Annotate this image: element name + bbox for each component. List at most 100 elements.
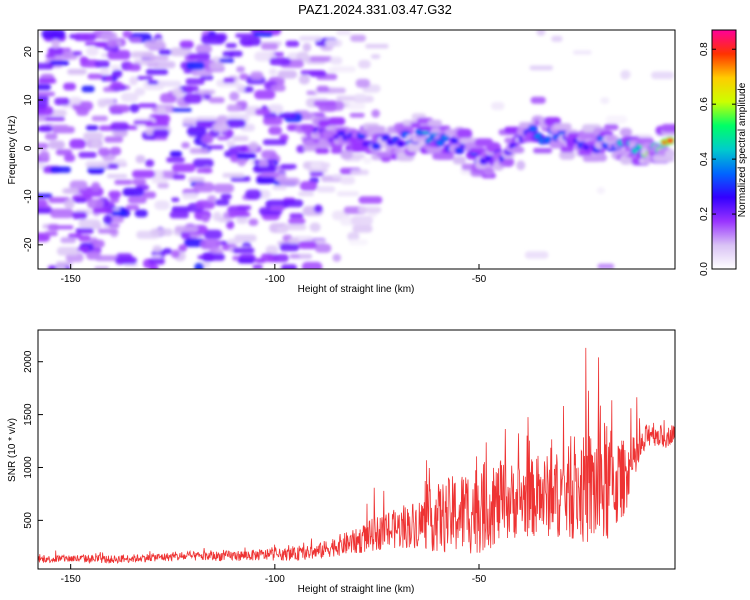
spectrogram-cell bbox=[551, 35, 563, 42]
spectrogram-cell bbox=[533, 148, 553, 154]
spectrogram-cell bbox=[43, 116, 65, 121]
spectrogram-cell bbox=[289, 213, 304, 219]
spectrogram-cell bbox=[200, 75, 214, 81]
spectrogram-cell bbox=[90, 140, 101, 149]
spectrogram-cell bbox=[128, 63, 141, 72]
spectrogram-cell bbox=[169, 211, 189, 219]
colorbar-frame bbox=[711, 29, 737, 270]
spectrogram-cell bbox=[94, 266, 109, 269]
spectrogram-cell bbox=[326, 87, 346, 94]
spectrogram-cell bbox=[358, 59, 371, 69]
spectrogram-cell bbox=[600, 97, 610, 104]
spectrogram-cell bbox=[170, 47, 192, 57]
spectrogram-cell bbox=[91, 181, 101, 192]
spectrogram-cell bbox=[54, 97, 70, 106]
spectrogram-cell bbox=[120, 92, 139, 102]
spectrogram-cell bbox=[302, 42, 312, 52]
spectrogram-cell bbox=[352, 224, 373, 233]
spectrogram-cell bbox=[68, 233, 82, 239]
spectrogram-cell bbox=[38, 162, 45, 170]
snr-frame bbox=[37, 329, 676, 570]
spectrogram-cell bbox=[41, 30, 66, 39]
spectrogram-cell bbox=[122, 187, 145, 197]
spectrogram-cell bbox=[502, 157, 515, 167]
spectrogram-cell bbox=[87, 198, 104, 209]
spectrogram-cell bbox=[559, 150, 576, 160]
spectrogram-cell bbox=[170, 249, 180, 259]
spectrogram-cell bbox=[81, 85, 95, 93]
spectrogram-cell bbox=[48, 197, 71, 203]
spectrogram-cell bbox=[185, 85, 199, 92]
spectrogram-cell bbox=[347, 232, 360, 241]
snr-y-label: SNR (10 * v/v) bbox=[7, 418, 18, 482]
spectrogram-cell bbox=[265, 245, 279, 255]
x-tick-label: -150 bbox=[61, 574, 81, 585]
colorbar-tick-label: 0.2 bbox=[699, 207, 710, 221]
spectrogram-cell bbox=[483, 167, 495, 176]
spectrogram-cell bbox=[236, 83, 245, 93]
spectrogram-cell bbox=[67, 69, 87, 74]
spectrogram-cell bbox=[236, 216, 248, 224]
spectrogram-cell bbox=[129, 103, 140, 113]
spectrogram-cell bbox=[222, 173, 245, 178]
spectrogram-cell bbox=[69, 180, 88, 190]
spectrogram-cell bbox=[260, 43, 279, 50]
spectrogram-cell bbox=[491, 102, 505, 110]
spectrogram-cell bbox=[150, 228, 173, 236]
y-tick-label: 20 bbox=[23, 46, 34, 58]
spectrogram-cell bbox=[329, 56, 343, 65]
spectrogram-cell bbox=[75, 106, 89, 116]
spectrogram-cell bbox=[336, 95, 358, 101]
spectrogram-cell bbox=[38, 199, 48, 208]
spectrogram-cell bbox=[50, 166, 71, 173]
spectrogram-cell bbox=[108, 223, 120, 228]
spectrogram-cell bbox=[365, 43, 389, 49]
spectrogram-cell bbox=[597, 263, 615, 269]
spectrogram-cell bbox=[100, 32, 118, 41]
spectrogram-cell bbox=[174, 225, 199, 233]
spectrogram-cell bbox=[207, 195, 217, 203]
spectrogram-cell bbox=[371, 54, 381, 59]
spectrogram-frame bbox=[37, 29, 676, 270]
spectrogram-cell bbox=[44, 133, 58, 140]
spectrogram-cell bbox=[578, 133, 595, 140]
spectrogram-cell bbox=[209, 61, 224, 70]
page-title: PAZ1.2024.331.03.47.G32 bbox=[298, 2, 452, 17]
spectrogram-cell bbox=[193, 182, 215, 193]
spectrogram-cell bbox=[48, 140, 66, 149]
spectrogram-cell bbox=[72, 211, 88, 220]
spectrogram-cell bbox=[236, 66, 245, 73]
spectrogram-cell bbox=[107, 174, 128, 179]
spectrogram-cell bbox=[229, 91, 240, 101]
spectrogram-cell bbox=[544, 137, 552, 143]
spectrogram-cell bbox=[47, 47, 64, 56]
spectrogram-cell bbox=[151, 177, 168, 184]
spectrogram-cell bbox=[77, 246, 90, 252]
spectrogram-cell bbox=[79, 56, 89, 64]
spectrogram-cell bbox=[350, 215, 373, 226]
spectrogram-y-label: Frequency (Hz) bbox=[7, 116, 18, 185]
spectrogram-cell bbox=[232, 135, 249, 142]
spectrogram-cell bbox=[239, 73, 249, 80]
spectrogram-cell bbox=[664, 149, 675, 158]
spectrogram-cell bbox=[134, 209, 148, 218]
spectrogram-cell bbox=[55, 266, 67, 269]
snr-x-ticks: -150 -100 -50 bbox=[61, 564, 487, 585]
spectrogram-cell bbox=[516, 160, 526, 171]
spectrogram-cell bbox=[51, 38, 60, 49]
spectrogram-cell bbox=[187, 53, 198, 60]
spectrogram-cell bbox=[100, 68, 110, 75]
spectrogram-cell bbox=[38, 114, 46, 122]
spectrogram-cell bbox=[436, 140, 444, 146]
spectrogram-cell bbox=[213, 183, 235, 193]
colorbar-tick-label: 0.6 bbox=[699, 97, 710, 111]
y-tick-label: 2000 bbox=[23, 350, 34, 373]
spectrogram-cell bbox=[223, 77, 235, 83]
spectrogram-cell bbox=[69, 139, 87, 149]
spectrogram-cell bbox=[595, 153, 608, 162]
spectrogram-cell bbox=[357, 133, 365, 139]
spectrogram-cell bbox=[201, 134, 214, 144]
spectrogram-cell bbox=[172, 163, 196, 173]
spectrogram-cell bbox=[260, 172, 280, 178]
